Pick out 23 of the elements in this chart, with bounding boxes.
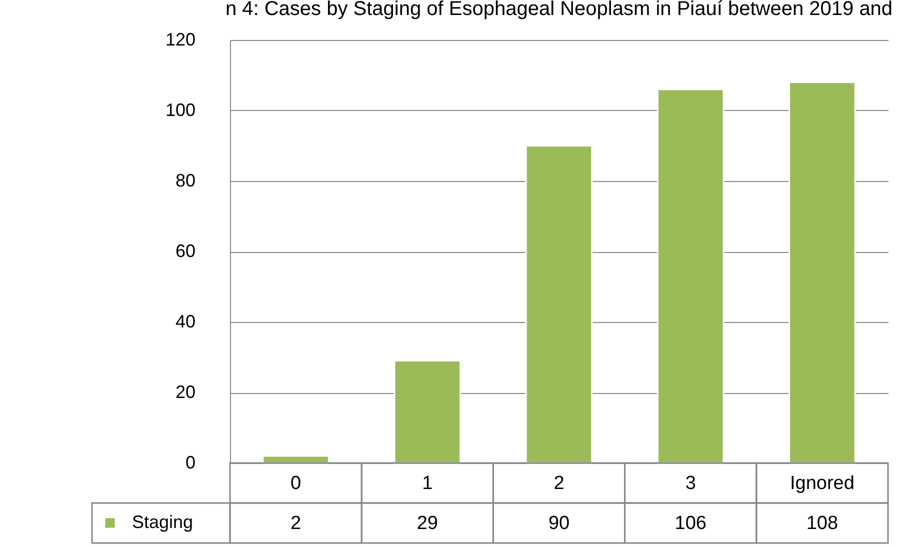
y-tick-label: 60 [175,241,196,261]
bar [525,145,593,464]
y-tick-label: 40 [175,312,196,332]
y-tick-label: 80 [175,170,196,190]
y-tick-label: 120 [165,30,196,50]
bar [656,88,724,464]
data-label: 29 [416,513,438,534]
data-label: 106 [674,513,706,534]
chart-title: n 4: Cases by Staging of Esophageal Neoplasm in Piauí between 2019 and [225,0,893,20]
data-label: 2 [290,513,302,534]
bar [394,360,462,464]
x-tick-label: Ignored [790,473,854,494]
y-tick-label: 20 [175,382,196,402]
x-tick-label: 1 [422,473,433,494]
x-tick-label: 0 [290,473,302,494]
y-tick-label: 0 [185,452,196,472]
bar [788,82,856,464]
data-label: 90 [548,513,570,534]
data-label: 108 [806,513,838,534]
legend-label: Staging [132,512,194,532]
x-tick-label: 2 [554,473,564,494]
y-tick-label: 100 [165,100,196,120]
x-tick-label: 3 [685,473,696,494]
